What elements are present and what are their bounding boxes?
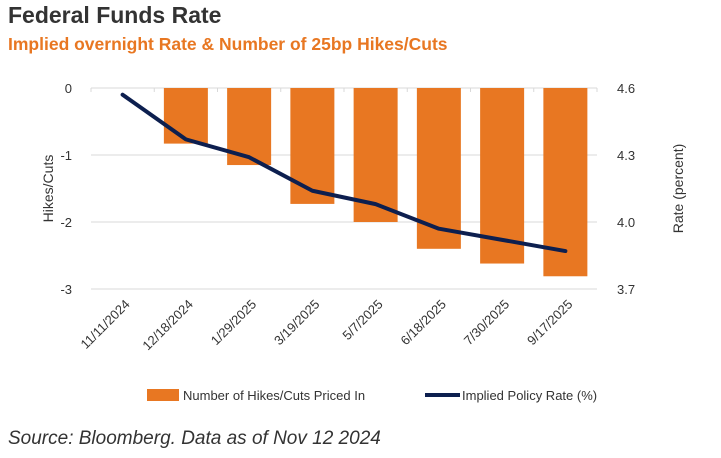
x-tick-label: 12/18/2024 [139,297,196,354]
chart-subtitle: Implied overnight Rate & Number of 25bp … [8,34,448,54]
right-tick-label: 3.7 [617,282,635,297]
bar [290,88,335,204]
left-axis-title: Hikes/Cuts [40,155,56,223]
right-tick-label: 4.0 [617,215,635,230]
left-tick-label: -3 [60,282,72,297]
bar [480,88,525,264]
right-tick-label: 4.6 [617,81,635,96]
legend-bar-label: Number of Hikes/Cuts Priced In [183,388,365,403]
source-note: Source: Bloomberg. Data as of Nov 12 202… [8,428,381,449]
x-tick-label: 6/18/2025 [397,297,449,349]
x-tick-label: 7/30/2025 [461,297,513,349]
bar [543,88,588,277]
bar [163,88,208,144]
chart-title: Federal Funds Rate [8,2,222,28]
right-axis-title: Rate (percent) [670,144,686,233]
x-tick-label: 3/19/2025 [271,297,323,349]
left-tick-label: 0 [65,81,72,96]
x-tick-label: 1/29/2025 [208,297,260,349]
left-tick-label: -2 [60,215,72,230]
legend-bar-swatch [147,389,179,401]
right-tick-label: 4.3 [617,148,635,163]
x-tick-label: 11/11/2024 [77,297,132,352]
x-tick-label: 9/17/2025 [524,297,576,349]
left-tick-label: -1 [60,148,72,163]
legend-line-label: Implied Policy Rate (%) [462,388,597,403]
chart: 0 -1 -2 -3 4.6 4.3 4.0 3.7 Hikes/Cuts Rate (perce… [40,81,686,403]
rate-line [120,92,568,254]
x-tick-label: 5/7/2025 [339,297,385,343]
